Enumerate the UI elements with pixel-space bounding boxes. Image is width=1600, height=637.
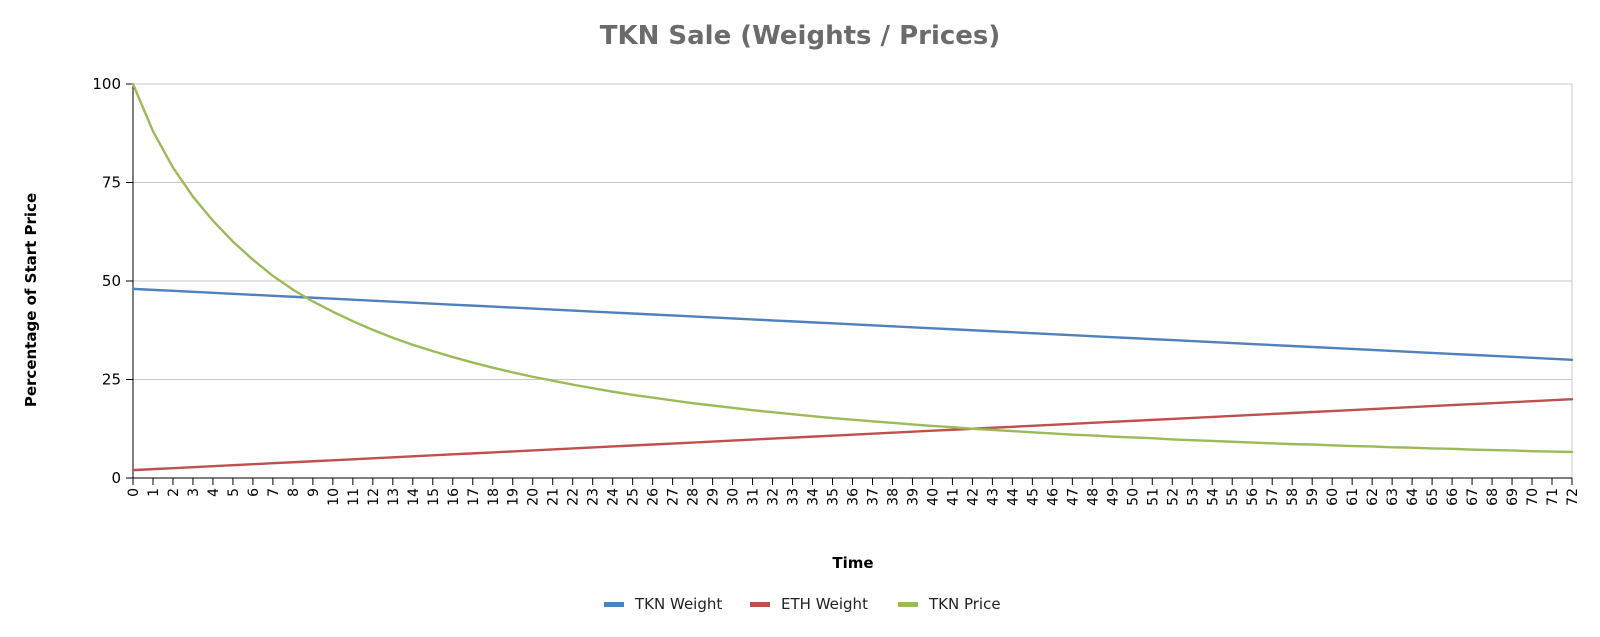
x-tick-label: 57 bbox=[1265, 488, 1281, 506]
x-tick-label: 7 bbox=[266, 488, 282, 497]
x-tick-label: 28 bbox=[686, 488, 702, 506]
x-tick-label: 51 bbox=[1145, 488, 1161, 506]
x-tick-label: 21 bbox=[546, 488, 562, 506]
x-tick-label: 11 bbox=[346, 488, 362, 506]
x-tick-label: 71 bbox=[1545, 488, 1561, 506]
x-tick-label: 15 bbox=[426, 488, 442, 506]
x-tick-label: 68 bbox=[1485, 488, 1501, 506]
x-tick-label: 61 bbox=[1345, 488, 1361, 506]
y-axis-title: Percentage of Start Price bbox=[22, 193, 40, 407]
y-tick-label: 100 bbox=[92, 75, 121, 93]
x-tick-label: 13 bbox=[386, 488, 402, 506]
x-tick-label: 8 bbox=[286, 488, 302, 497]
x-tick-label: 33 bbox=[786, 488, 802, 506]
x-tick-label: 50 bbox=[1125, 488, 1141, 506]
y-tick-label: 75 bbox=[102, 174, 121, 192]
legend-label: TKN Price bbox=[928, 595, 1001, 613]
x-tick-label: 2 bbox=[166, 488, 182, 497]
x-tick-label: 55 bbox=[1225, 488, 1241, 506]
x-tick-label: 4 bbox=[206, 488, 222, 497]
x-tick-label: 54 bbox=[1205, 488, 1221, 506]
x-tick-label: 29 bbox=[706, 488, 722, 506]
x-tick-label: 32 bbox=[766, 488, 782, 506]
x-tick-label: 6 bbox=[246, 488, 262, 497]
x-tick-label: 72 bbox=[1565, 488, 1581, 506]
x-tick-label: 10 bbox=[326, 488, 342, 506]
x-tick-label: 56 bbox=[1245, 488, 1261, 506]
x-tick-label: 26 bbox=[646, 488, 662, 506]
x-tick-label: 25 bbox=[626, 488, 642, 506]
legend-swatch bbox=[604, 602, 624, 607]
x-tick-label: 70 bbox=[1525, 488, 1541, 506]
y-tick-label: 25 bbox=[102, 371, 121, 389]
x-tick-label: 34 bbox=[806, 488, 822, 506]
x-tick-label: 42 bbox=[965, 488, 981, 506]
x-tick-label: 45 bbox=[1025, 488, 1041, 506]
x-tick-label: 9 bbox=[306, 488, 322, 497]
x-axis-title: Time bbox=[832, 554, 873, 572]
x-tick-label: 59 bbox=[1305, 488, 1321, 506]
x-tick-label: 23 bbox=[586, 488, 602, 506]
series-line-eth-weight bbox=[131, 398, 1574, 472]
series-line-tkn-price bbox=[131, 82, 1574, 454]
x-tick-label: 24 bbox=[606, 488, 622, 506]
y-tick-label: 50 bbox=[102, 272, 121, 290]
x-tick-label: 20 bbox=[526, 488, 542, 506]
x-tick-label: 30 bbox=[726, 488, 742, 506]
x-tick-label: 1 bbox=[146, 488, 162, 497]
x-tick-label: 43 bbox=[985, 488, 1001, 506]
x-tick-label: 0 bbox=[126, 488, 142, 497]
x-tick-label: 19 bbox=[506, 488, 522, 506]
x-tick-label: 65 bbox=[1425, 488, 1441, 506]
x-tick-label: 49 bbox=[1105, 488, 1121, 506]
x-tick-label: 48 bbox=[1085, 488, 1101, 506]
x-tick-label: 14 bbox=[406, 488, 422, 506]
legend-label: TKN Weight bbox=[634, 595, 722, 613]
x-tick-label: 5 bbox=[226, 488, 242, 497]
x-tick-label: 38 bbox=[885, 488, 901, 506]
x-tick-label: 44 bbox=[1005, 488, 1021, 506]
legend-label: ETH Weight bbox=[781, 595, 868, 613]
x-tick-label: 66 bbox=[1445, 488, 1461, 506]
x-tick-label: 41 bbox=[945, 488, 961, 506]
x-tick-label: 17 bbox=[466, 488, 482, 506]
x-tick-label: 64 bbox=[1405, 488, 1421, 506]
x-tick-label: 47 bbox=[1065, 488, 1081, 506]
x-tick-label: 63 bbox=[1385, 488, 1401, 506]
x-tick-label: 18 bbox=[486, 488, 502, 506]
x-tick-label: 53 bbox=[1185, 488, 1201, 506]
x-tick-label: 37 bbox=[865, 488, 881, 506]
x-tick-label: 35 bbox=[826, 488, 842, 506]
x-tick-label: 3 bbox=[186, 488, 202, 497]
x-tick-label: 60 bbox=[1325, 488, 1341, 506]
x-tick-label: 67 bbox=[1465, 488, 1481, 506]
x-tick-label: 36 bbox=[846, 488, 862, 506]
x-tick-label: 58 bbox=[1285, 488, 1301, 506]
x-tick-label: 39 bbox=[905, 488, 921, 506]
legend-swatch bbox=[750, 602, 770, 607]
y-tick-label: 0 bbox=[111, 469, 121, 487]
x-tick-label: 27 bbox=[666, 488, 682, 506]
x-tick-label: 69 bbox=[1505, 488, 1521, 506]
x-tick-label: 31 bbox=[746, 488, 762, 506]
x-tick-label: 22 bbox=[566, 488, 582, 506]
x-tick-label: 12 bbox=[366, 488, 382, 506]
x-tick-label: 62 bbox=[1365, 488, 1381, 506]
series-line-tkn-weight bbox=[131, 287, 1574, 361]
x-tick-label: 52 bbox=[1165, 488, 1181, 506]
legend-item-tkn-price: TKN Price bbox=[898, 595, 1001, 613]
chart-title: TKN Sale (Weights / Prices) bbox=[600, 21, 1001, 51]
legend-item-eth-weight: ETH Weight bbox=[750, 595, 868, 613]
legend: TKN Weight ETH Weight TKN Price bbox=[604, 595, 1001, 613]
legend-swatch bbox=[898, 602, 918, 607]
x-tick-label: 16 bbox=[446, 488, 462, 506]
x-tick-label: 46 bbox=[1045, 488, 1061, 506]
x-tick-label: 40 bbox=[925, 488, 941, 506]
legend-item-tkn-weight: TKN Weight bbox=[604, 595, 722, 613]
